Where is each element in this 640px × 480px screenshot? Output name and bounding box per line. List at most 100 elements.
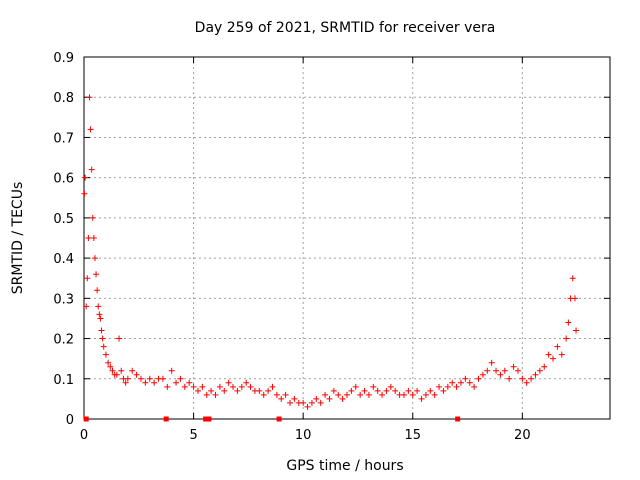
data-point <box>86 94 93 101</box>
x-axis-marker <box>206 416 212 422</box>
data-points <box>81 94 580 410</box>
data-point <box>230 383 237 390</box>
x-axis-ticks: 0 5 10 15 20 <box>80 57 531 443</box>
data-point <box>528 375 535 382</box>
data-point <box>260 391 267 398</box>
data-point <box>238 383 245 390</box>
data-point <box>102 351 109 358</box>
data-point <box>449 379 456 386</box>
data-point <box>181 383 188 390</box>
data-point <box>225 379 232 386</box>
data-point <box>190 383 197 390</box>
data-point <box>352 383 359 390</box>
data-point <box>95 303 102 310</box>
data-point <box>444 383 451 390</box>
x-axis-label: GPS time / hours <box>286 458 403 474</box>
data-point <box>199 383 206 390</box>
data-point <box>335 391 342 398</box>
chart-title: Day 259 of 2021, SRMTID for receiver ver… <box>195 20 496 36</box>
data-point <box>122 379 129 386</box>
data-point <box>164 383 171 390</box>
data-point <box>558 351 565 358</box>
data-point <box>344 391 350 398</box>
data-point <box>532 371 539 378</box>
data-point <box>85 235 92 241</box>
x-axis-marker <box>163 416 169 422</box>
y-tick-label: 0.5 <box>53 212 74 227</box>
y-tick-label: 0.6 <box>53 172 74 187</box>
data-point <box>308 399 315 406</box>
data-point <box>565 319 572 326</box>
x-tick-label: 10 <box>295 428 312 443</box>
data-point <box>409 391 416 398</box>
data-point <box>484 367 491 374</box>
data-point <box>488 359 495 366</box>
data-point <box>203 391 210 398</box>
y-tick-label: 0.3 <box>53 292 74 307</box>
data-point <box>418 395 425 402</box>
data-point <box>177 375 184 382</box>
x-axis-marker <box>455 416 461 422</box>
data-point <box>569 275 576 282</box>
data-point <box>493 367 500 374</box>
y-tick-label: 0.2 <box>53 333 74 348</box>
data-point <box>291 395 298 402</box>
y-tick-label: 0.4 <box>53 252 74 267</box>
data-point <box>113 371 120 378</box>
data-point <box>479 371 486 378</box>
data-point <box>89 214 96 221</box>
data-point <box>221 387 228 394</box>
data-point <box>431 391 438 398</box>
data-point <box>536 367 543 374</box>
data-point <box>168 367 175 374</box>
data-point <box>98 327 105 334</box>
data-point <box>541 363 548 370</box>
data-point <box>186 379 193 386</box>
data-point <box>212 391 219 398</box>
plot-frame <box>83 56 611 420</box>
data-point <box>300 399 307 406</box>
data-point <box>475 375 482 382</box>
data-point <box>436 383 443 390</box>
y-tick-label: 0.8 <box>53 91 74 106</box>
data-point <box>414 387 421 394</box>
data-point <box>129 367 136 374</box>
data-point <box>304 403 311 410</box>
data-point <box>453 383 460 390</box>
y-tick-label: 0.7 <box>53 131 74 146</box>
data-point <box>105 359 112 366</box>
x-tick-label: 15 <box>404 428 421 443</box>
data-point <box>326 395 333 402</box>
data-point <box>405 387 412 394</box>
data-point <box>282 391 289 398</box>
data-point <box>81 190 88 197</box>
data-point <box>571 295 578 302</box>
data-point <box>550 355 557 362</box>
data-point <box>116 335 123 342</box>
data-point <box>93 271 100 278</box>
data-point <box>247 383 254 390</box>
data-point <box>510 363 517 370</box>
data-point <box>94 287 101 294</box>
data-point <box>146 375 153 382</box>
data-point <box>322 391 329 398</box>
data-point <box>99 335 106 342</box>
data-point <box>462 375 469 382</box>
data-point <box>383 387 390 394</box>
data-point <box>87 126 94 133</box>
data-point <box>273 391 280 398</box>
data-point <box>370 383 377 390</box>
data-point <box>142 379 149 386</box>
y-axis-label: SRMTID / TECUs <box>10 182 26 295</box>
data-point <box>84 275 91 282</box>
data-point <box>317 399 324 406</box>
data-point <box>361 387 368 394</box>
data-point <box>365 391 372 398</box>
data-point <box>269 383 276 390</box>
data-point <box>109 367 116 374</box>
data-point <box>514 367 521 374</box>
data-point <box>83 303 90 310</box>
data-point <box>497 371 504 378</box>
data-point <box>100 343 107 350</box>
